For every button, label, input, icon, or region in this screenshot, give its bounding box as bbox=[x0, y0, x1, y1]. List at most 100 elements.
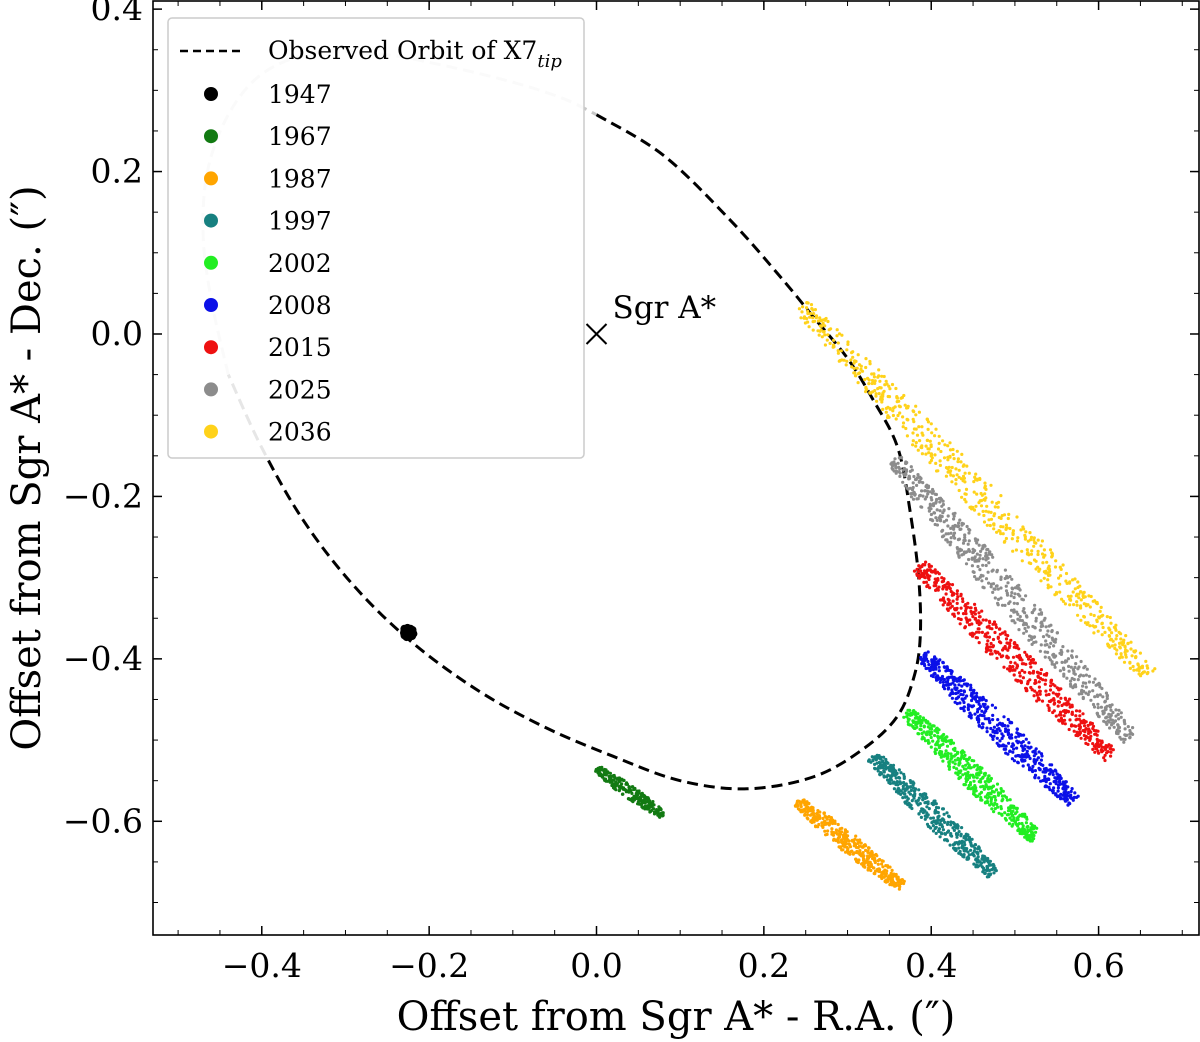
point-2036 bbox=[950, 480, 954, 484]
point-2015 bbox=[1015, 666, 1019, 670]
point-2015 bbox=[953, 608, 957, 612]
point-1997 bbox=[894, 776, 898, 780]
point-2036 bbox=[952, 457, 956, 461]
point-2015 bbox=[1044, 689, 1048, 693]
point-2025 bbox=[1085, 667, 1089, 671]
point-2025 bbox=[1117, 708, 1121, 712]
point-2008 bbox=[952, 675, 956, 680]
point-2036 bbox=[858, 371, 862, 375]
point-2002 bbox=[963, 772, 968, 776]
point-2015 bbox=[1082, 724, 1087, 728]
point-2036 bbox=[920, 431, 924, 435]
point-1987 bbox=[811, 806, 815, 810]
point-2025 bbox=[1119, 715, 1123, 719]
point-1967 bbox=[630, 791, 634, 796]
point-2036 bbox=[999, 494, 1003, 498]
point-2036 bbox=[867, 382, 871, 386]
point-1987 bbox=[883, 879, 887, 884]
point-2036 bbox=[925, 438, 929, 442]
point-1997 bbox=[945, 811, 949, 815]
point-1997 bbox=[934, 802, 938, 806]
point-2008 bbox=[1054, 769, 1058, 773]
point-1967 bbox=[597, 772, 602, 776]
point-2002 bbox=[1023, 835, 1027, 839]
point-2002 bbox=[968, 756, 972, 760]
point-2008 bbox=[1037, 766, 1041, 770]
point-2036 bbox=[1064, 579, 1068, 583]
point-2008 bbox=[1012, 759, 1017, 763]
point-1987 bbox=[825, 816, 829, 820]
point-1997 bbox=[923, 814, 927, 818]
point-2015 bbox=[1087, 729, 1091, 733]
point-2036 bbox=[927, 447, 931, 451]
point-2036 bbox=[837, 332, 842, 336]
point-2036 bbox=[887, 395, 892, 399]
point-2036 bbox=[1040, 552, 1045, 556]
point-2036 bbox=[1054, 559, 1058, 563]
point-2036 bbox=[996, 505, 1000, 509]
point-2036 bbox=[973, 475, 977, 479]
point-1997 bbox=[913, 792, 917, 796]
point-2002 bbox=[963, 753, 967, 758]
point-2025 bbox=[1013, 592, 1017, 596]
point-2002 bbox=[919, 724, 923, 728]
point-2025 bbox=[1080, 692, 1084, 696]
point-2015 bbox=[1057, 692, 1061, 696]
point-2025 bbox=[1114, 714, 1118, 718]
point-2025 bbox=[1072, 677, 1076, 682]
point-2002 bbox=[951, 760, 955, 764]
point-1997 bbox=[946, 829, 951, 833]
point-2008 bbox=[1021, 740, 1025, 744]
point-2036 bbox=[974, 504, 978, 508]
point-2025 bbox=[927, 506, 931, 510]
point-2008 bbox=[971, 696, 975, 700]
point-2036 bbox=[1098, 609, 1102, 614]
point-2015 bbox=[961, 597, 965, 601]
point-2025 bbox=[952, 517, 956, 521]
point-2002 bbox=[975, 763, 979, 768]
point-2015 bbox=[946, 603, 950, 607]
point-2002 bbox=[1006, 813, 1011, 817]
point-2036 bbox=[1036, 538, 1040, 542]
point-2025 bbox=[1095, 693, 1099, 697]
point-1997 bbox=[987, 874, 991, 878]
point-1997 bbox=[907, 801, 911, 806]
point-1987 bbox=[817, 822, 821, 827]
point-1987 bbox=[834, 831, 838, 835]
point-2002 bbox=[1026, 824, 1030, 829]
legend-label-2015: 2015 bbox=[268, 333, 332, 362]
point-2025 bbox=[1098, 693, 1102, 697]
point-2025 bbox=[1076, 678, 1080, 682]
point-1967 bbox=[620, 792, 625, 796]
point-2025 bbox=[928, 490, 932, 494]
point-2015 bbox=[1001, 631, 1005, 635]
point-1997 bbox=[957, 842, 961, 846]
point-2002 bbox=[953, 762, 957, 766]
point-2008 bbox=[1021, 764, 1025, 768]
point-2008 bbox=[1066, 791, 1070, 795]
point-2002 bbox=[906, 708, 910, 712]
point-2025 bbox=[1043, 616, 1047, 621]
point-2015 bbox=[925, 584, 929, 589]
point-2008 bbox=[984, 706, 988, 710]
point-2002 bbox=[1007, 822, 1012, 826]
point-2008 bbox=[926, 650, 930, 654]
point-2008 bbox=[1010, 744, 1014, 749]
point-2025 bbox=[935, 497, 939, 502]
point-2036 bbox=[802, 315, 807, 319]
point-2002 bbox=[993, 807, 997, 811]
point-1997 bbox=[893, 773, 897, 778]
point-2002 bbox=[949, 757, 953, 761]
point-1967 bbox=[600, 773, 605, 777]
point-2002 bbox=[916, 732, 920, 736]
point-2002 bbox=[945, 744, 950, 748]
point-2002 bbox=[1015, 807, 1019, 811]
point-2002 bbox=[988, 791, 992, 796]
point-2015 bbox=[1088, 738, 1092, 743]
point-1997 bbox=[929, 816, 933, 820]
point-2025 bbox=[1070, 655, 1074, 660]
point-2025 bbox=[1096, 706, 1100, 710]
point-2025 bbox=[1017, 628, 1021, 632]
point-2025 bbox=[979, 549, 983, 554]
point-2036 bbox=[942, 456, 947, 460]
